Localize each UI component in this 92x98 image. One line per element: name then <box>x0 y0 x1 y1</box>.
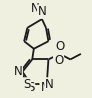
Text: O: O <box>54 54 63 67</box>
Text: O: O <box>55 40 64 53</box>
Text: N: N <box>14 65 22 78</box>
Text: N: N <box>31 2 40 15</box>
Text: N: N <box>40 81 49 94</box>
Text: N: N <box>45 78 54 91</box>
Text: S: S <box>27 81 34 94</box>
Text: S: S <box>23 78 31 91</box>
Text: N: N <box>13 68 22 81</box>
Text: N: N <box>38 5 46 18</box>
